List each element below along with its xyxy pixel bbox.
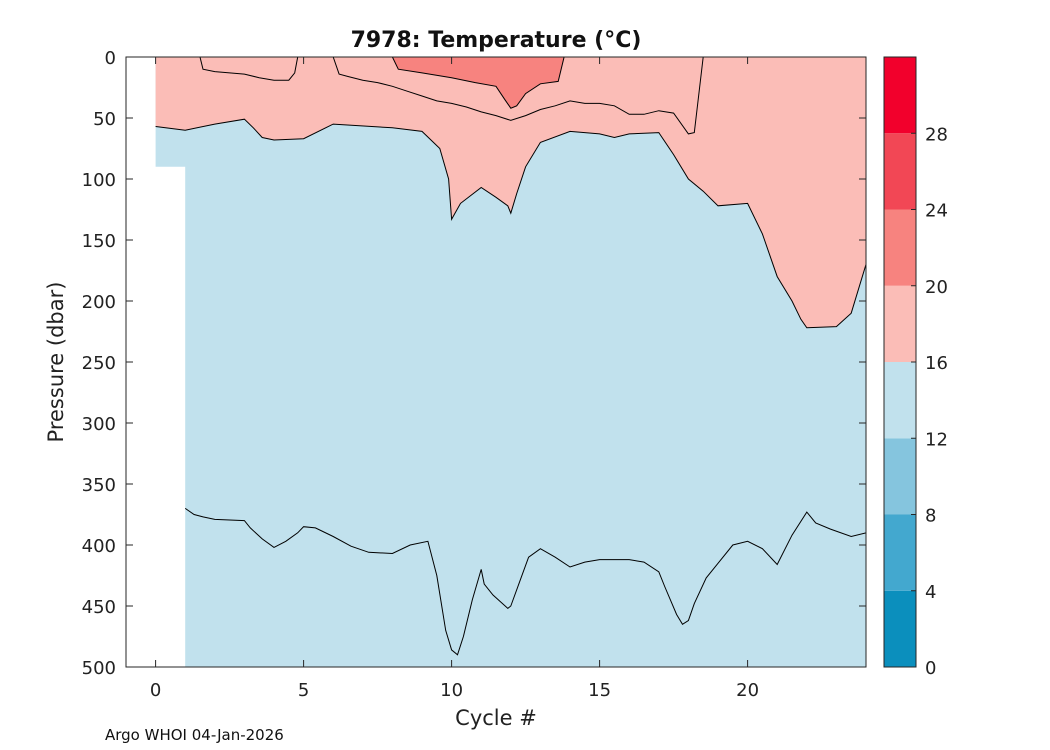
- colorbar-tick-label: 0: [925, 658, 936, 679]
- isotherm-line-2: [332, 57, 704, 135]
- y-tick-label: 200: [82, 292, 116, 313]
- isotherm-line-0: [155, 118, 866, 329]
- colorbar-segment: [884, 285, 916, 362]
- isotherm-lines: [155, 57, 866, 656]
- chart-title: 7978: Temperature (°C): [351, 28, 642, 53]
- colorbar-segment: [884, 362, 916, 439]
- y-tick-label: 300: [82, 414, 116, 435]
- colorbar-segment: [884, 438, 916, 515]
- colorbar-tick-label: 24: [925, 201, 948, 222]
- colorbar-tick-label: 16: [925, 353, 948, 374]
- x-axis-label: Cycle #: [455, 706, 537, 730]
- colorbar-tick-label: 20: [925, 277, 948, 298]
- y-tick-label: 150: [82, 231, 116, 252]
- colorbar-segment: [884, 514, 916, 591]
- x-tick-label: 20: [736, 680, 759, 701]
- isotherm-line-1: [199, 57, 299, 81]
- y-tick-label: 500: [82, 658, 116, 679]
- colorbar-segment: [884, 57, 916, 134]
- y-tick-label: 350: [82, 475, 116, 496]
- y-axis-label: Pressure (dbar): [44, 282, 68, 443]
- y-tick-label: 400: [82, 536, 116, 557]
- colorbar-segment: [884, 590, 916, 667]
- y-tick-label: 0: [105, 48, 116, 69]
- x-axis: 0 5 10 15 20: [150, 57, 759, 701]
- colorbar-tick-label: 12: [925, 429, 948, 450]
- y-tick-label: 50: [93, 109, 116, 130]
- colorbar-tick-label: 8: [925, 506, 936, 527]
- colorbar: 0 4 8 12 16 20 24 28: [883, 56, 948, 679]
- fill-band-12-16: [155, 57, 866, 667]
- colorbar-segment: [884, 133, 916, 210]
- colorbar-segment: [884, 209, 916, 286]
- x-tick-label: 10: [440, 680, 463, 701]
- y-tick-label: 250: [82, 353, 116, 374]
- colorbar-tick-label: 4: [925, 582, 936, 603]
- isotherm-line-4: [184, 507, 866, 656]
- y-tick-label: 100: [82, 170, 116, 191]
- x-tick-label: 15: [588, 680, 611, 701]
- y-tick-label: 450: [82, 597, 116, 618]
- y-axis: 0 50 100 150 200 250 300 350 400 450 500: [82, 48, 866, 679]
- fill-band-16-20: [155, 57, 866, 328]
- x-tick-label: 5: [298, 680, 309, 701]
- x-tick-label: 0: [150, 680, 161, 701]
- contour-fills: [155, 57, 866, 667]
- fill-band-20-24: [392, 57, 565, 109]
- colorbar-tick-label: 28: [925, 124, 948, 145]
- footer-text: Argo WHOI 04-Jan-2026: [105, 726, 284, 744]
- isotherm-line-3: [391, 57, 565, 109]
